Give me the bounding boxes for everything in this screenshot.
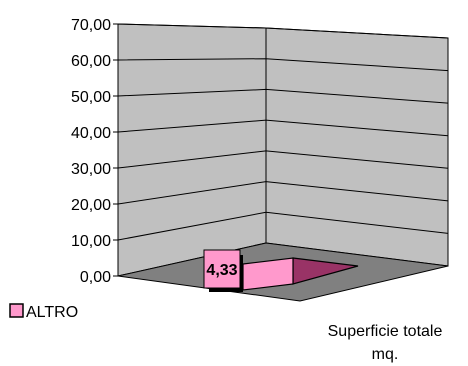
bar [242,257,294,291]
bars: 4,33 [203,249,359,292]
y-tick-label: 0,00 [80,269,111,286]
legend-label: ALTRO [26,304,78,321]
back-wall-left [117,23,267,277]
x-category-label: Superficie totale mq. [328,323,443,363]
y-tick-label: 60,00 [71,53,111,70]
gridline [117,211,449,241]
data-label: 4,33 [203,249,243,292]
gridline [117,119,449,137]
x-axis-labels: Superficie totale mq. [328,323,443,363]
gridline [117,23,449,39]
data-label-box [203,249,241,289]
legend-swatch [9,303,24,318]
y-tick-labels: 0,00 10,00 20,00 30,00 40,00 50,00 60,00 70,00 [71,17,118,286]
gridline [117,181,449,205]
y-tick-label: 10,00 [71,233,111,250]
y-tick-label: 30,00 [71,161,111,178]
gridline [117,150,449,169]
data-label-text: 4,33 [206,262,237,279]
gridline [117,58,449,72]
gridlines [117,23,449,241]
gridline [117,88,449,104]
y-tick-label: 70,00 [71,17,111,34]
y-tick-label: 50,00 [71,89,111,106]
y-tick-label: 40,00 [71,125,111,142]
y-tick-label: 20,00 [71,197,111,214]
legend: ALTRO [9,303,78,321]
